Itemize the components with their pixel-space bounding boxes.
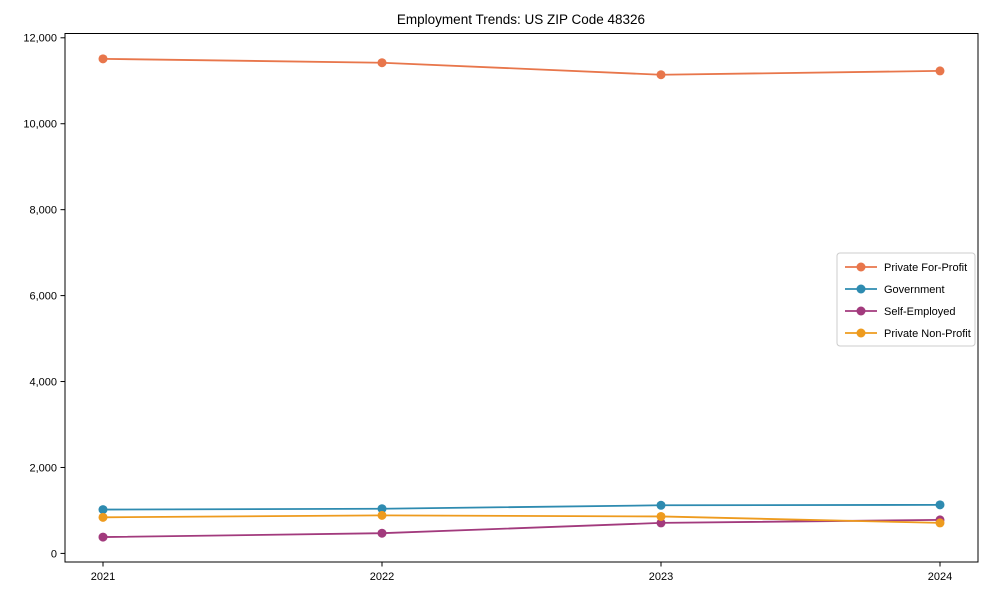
series-line-private-for-profit <box>102 57 941 76</box>
legend: Private For-Profit Government Self-Employe… <box>836 252 976 347</box>
data-point-government <box>98 505 108 515</box>
chart-title: Employment Trends: US ZIP Code 48326 <box>397 12 645 27</box>
data-point-government <box>656 500 666 510</box>
data-point-private-for-profit <box>98 54 108 64</box>
x-tick-label: 2022 <box>370 571 394 583</box>
x-tick-label: 2021 <box>91 571 115 583</box>
data-point-self-employed <box>377 528 387 538</box>
data-point-government <box>935 500 945 510</box>
y-tick-label: 0 <box>51 548 57 560</box>
legend-item-self-employed: Self-Employed <box>845 306 956 318</box>
x-axis-ticks: 2021 2022 2023 2024 <box>91 562 952 583</box>
data-point-private-non-profit <box>98 512 108 522</box>
legend-item-private-for-profit: Private For-Profit <box>845 262 967 274</box>
legend-label: Private For-Profit <box>884 262 967 274</box>
legend-marker-icon <box>856 328 866 338</box>
x-tick-label: 2023 <box>649 571 673 583</box>
legend-item-private-non-profit: Private Non-Profit <box>845 328 971 340</box>
data-point-private-for-profit <box>377 58 387 68</box>
data-point-private-non-profit <box>656 511 666 521</box>
y-tick-label: 8,000 <box>29 205 57 217</box>
series-line-government <box>102 503 941 511</box>
y-tick-label: 4,000 <box>29 376 57 388</box>
data-point-self-employed <box>98 532 108 542</box>
data-point-private-non-profit <box>377 510 387 520</box>
legend-marker-icon <box>856 262 866 272</box>
data-point-government <box>377 504 387 514</box>
x-tick-label: 2024 <box>928 571 952 583</box>
y-axis-ticks: 0 2,000 4,000 6,000 8,000 10,000 12,000 <box>23 33 65 560</box>
data-point-private-for-profit <box>935 66 945 76</box>
data-point-private-non-profit <box>935 518 945 528</box>
y-tick-label: 10,000 <box>23 119 57 131</box>
data-point-private-for-profit <box>656 70 666 80</box>
legend-label: Government <box>884 284 945 296</box>
plot-border <box>64 33 979 563</box>
legend-item-government: Government <box>845 284 945 296</box>
legend-label: Self-Employed <box>884 306 956 318</box>
axes <box>64 33 979 563</box>
legend-marker-icon <box>856 284 866 294</box>
series-group <box>98 54 945 542</box>
y-tick-label: 6,000 <box>29 290 57 302</box>
series-line-private-non-profit <box>102 514 941 524</box>
y-tick-label: 2,000 <box>29 462 57 474</box>
legend-label: Private Non-Profit <box>884 328 971 340</box>
legend-box <box>836 252 976 347</box>
series-line-self-employed <box>102 518 941 538</box>
y-tick-label: 12,000 <box>23 33 57 45</box>
data-point-self-employed <box>656 518 666 528</box>
legend-marker-icon <box>856 306 866 316</box>
